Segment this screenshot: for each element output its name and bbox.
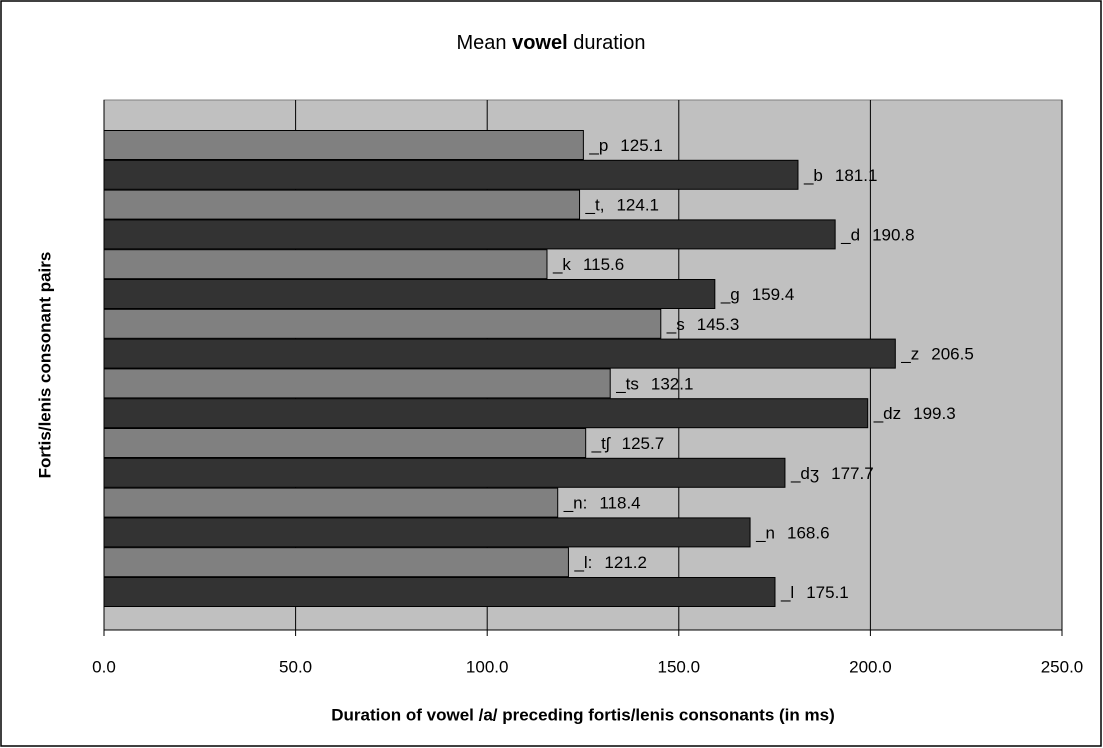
- data-label: _g 159.4: [720, 285, 794, 304]
- x-tick-label: 100.0: [466, 657, 509, 676]
- label-category: _dz: [873, 405, 901, 424]
- data-label: _n: 118.4: [563, 494, 641, 513]
- label-category: _l:: [573, 554, 592, 573]
- label-category: _d: [840, 226, 860, 245]
- label-value: 181.1: [835, 166, 878, 185]
- data-label: _ts 132.1: [615, 375, 693, 394]
- label-category: _k: [552, 256, 571, 275]
- x-tick-label: 200.0: [849, 657, 892, 676]
- label-category: _l: [780, 583, 794, 602]
- label-category: _n:: [563, 494, 588, 513]
- bar: [103, 189, 581, 220]
- label-category: _dʒ: [790, 464, 819, 483]
- bar: [103, 517, 751, 548]
- data-label: _z 206.5: [900, 345, 974, 364]
- label-value: 168.6: [787, 524, 830, 543]
- label-value: 145.3: [697, 315, 740, 334]
- bar: [103, 279, 716, 309]
- bar: [103, 487, 559, 518]
- bar: [103, 368, 611, 399]
- bar: [103, 130, 584, 160]
- data-label: _d 190.8: [840, 226, 914, 245]
- label-value: 175.1: [806, 583, 849, 602]
- x-tick-label: 150.0: [658, 657, 701, 676]
- label-category: _g: [720, 285, 740, 304]
- bar: [103, 219, 836, 250]
- data-label: _t, 124.1: [585, 196, 659, 215]
- bar: [103, 428, 587, 458]
- label-category: _n: [755, 524, 775, 543]
- label-value: 118.4: [599, 494, 640, 513]
- label-value: 177.7: [831, 464, 874, 483]
- x-tick-label: 50.0: [279, 657, 312, 676]
- x-tick-label: 250.0: [1041, 657, 1084, 676]
- label-value: 125.1: [620, 136, 663, 155]
- data-label: _dz 199.3: [873, 405, 956, 424]
- bar: [103, 249, 548, 280]
- data-label: _tʃ 125.7: [591, 434, 665, 453]
- title-emphasis: vowel: [512, 32, 568, 54]
- data-label: _l 175.1: [780, 583, 849, 602]
- bar: [103, 577, 776, 607]
- data-label: _b 181.1: [803, 166, 877, 185]
- title-part: Mean: [456, 32, 506, 54]
- label-value: 206.5: [931, 345, 974, 364]
- label-category: _z: [900, 345, 919, 364]
- label-value: 190.8: [872, 226, 915, 245]
- data-label: _n 168.6: [755, 524, 829, 543]
- label-value: 124.1: [616, 196, 659, 215]
- y-axis-title: Fortis/lenis consonant pairs: [35, 252, 54, 479]
- label-category: _ts: [615, 375, 639, 394]
- x-tick-label: 0.0: [92, 657, 116, 676]
- data-label: _s 145.3: [666, 315, 740, 334]
- bar: [103, 159, 799, 190]
- label-value: 159.4: [752, 285, 795, 304]
- data-label: _dʒ 177.7: [790, 464, 874, 483]
- bar: [103, 338, 896, 369]
- bar: [103, 457, 786, 488]
- bar: [103, 398, 869, 429]
- x-axis-title: Duration of vowel /a/ preceding fortis/l…: [331, 705, 834, 724]
- bar: [103, 308, 662, 339]
- label-category: _tʃ: [591, 434, 611, 453]
- title-part: duration: [573, 32, 645, 54]
- label-value: 125.7: [622, 434, 665, 453]
- label-category: _b: [803, 166, 823, 185]
- bar: [103, 547, 569, 578]
- label-category: _p: [588, 136, 608, 155]
- label-value: 132.1: [651, 375, 694, 394]
- data-label: _k 115.6: [552, 256, 624, 275]
- label-value: 115.6: [583, 256, 624, 275]
- data-label: _l: 121.2: [573, 554, 647, 573]
- data-label: _p 125.1: [588, 136, 662, 155]
- label-category: _t,: [585, 196, 605, 215]
- label-category: _s: [666, 315, 685, 334]
- label-value: 121.2: [604, 554, 647, 573]
- label-value: 199.3: [913, 405, 956, 424]
- chart-title: Mean vowel duration: [456, 32, 645, 54]
